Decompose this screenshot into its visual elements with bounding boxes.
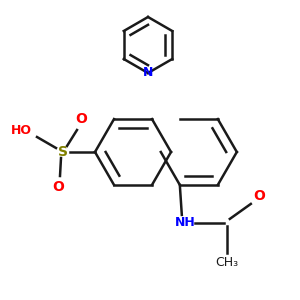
Text: NH: NH <box>174 216 195 230</box>
Text: S: S <box>58 145 68 159</box>
Text: O: O <box>75 112 87 126</box>
Text: N: N <box>143 67 153 80</box>
Text: O: O <box>253 189 265 203</box>
Text: CH₃: CH₃ <box>215 256 238 269</box>
Text: HO: HO <box>11 124 32 136</box>
Text: O: O <box>52 180 64 194</box>
